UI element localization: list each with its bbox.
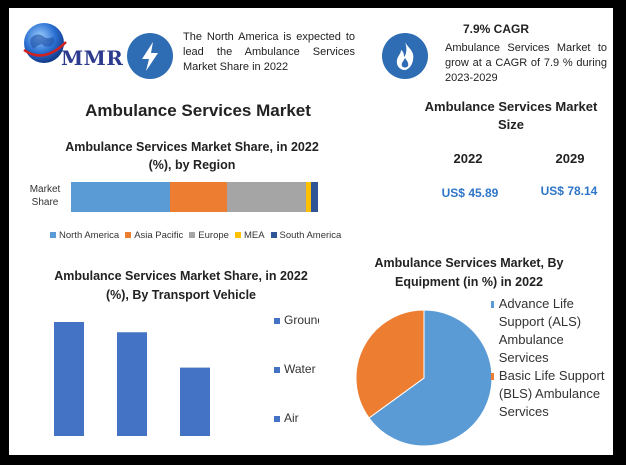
legend-swatch-south-america (270, 232, 277, 238)
bar-segment-south-america (310, 182, 318, 212)
cagr-title: 7.9% CAGR (463, 22, 530, 36)
legend-item-mea: MEA (234, 229, 265, 241)
legend-swatch-water (274, 367, 280, 373)
main-title: Ambulance Services Market (85, 101, 311, 120)
region-chart-title: Ambulance Services Market Share, in 2022… (65, 140, 319, 172)
bar-segment-asia-pacific (169, 182, 227, 212)
info-left-text: The North America is expected to lead th… (183, 31, 355, 73)
legend-item-bls: Basic Life Support (BLS) Ambulance Servi… (491, 367, 609, 421)
region-axis-label: Market Share (29, 184, 61, 208)
transport-chart: Ground Water Air (54, 313, 319, 436)
bar-segment-mea (305, 182, 311, 212)
equipment-legend: Advance Life Support (ALS) Ambulance Ser… (491, 295, 609, 421)
legend-swatch-europe (189, 232, 196, 238)
bar-ground (54, 322, 84, 436)
legend-label-als: Advance Life Support (ALS) Ambulance Ser… (498, 296, 582, 365)
region-stacked-bar (71, 182, 318, 212)
legend-label-north-america: North America (59, 229, 120, 241)
legend-swatch-als (491, 301, 494, 308)
market-size-value-2029: US$ 78.14 (540, 184, 598, 198)
pie-slice-bls (355, 309, 425, 419)
legend-label-europe: Europe (198, 229, 229, 241)
info-right-text: Ambulance Services Market to grow at a C… (445, 42, 607, 84)
legend-swatch-mea (234, 232, 241, 238)
legend-item-north-america: North America (50, 230, 119, 241)
pie-slice-als (368, 309, 493, 447)
legend-label-air: Air (284, 411, 299, 425)
legend-swatch-bls (491, 373, 494, 380)
transport-chart-title: Ambulance Services Market Share, in 2022… (54, 269, 308, 302)
logo-text: MMR (61, 46, 124, 70)
region-legend: North America Asia Pacific Europe MEA South … (50, 225, 370, 243)
market-size-title: Ambulance Services Market Size (424, 99, 598, 132)
bar-water (117, 332, 147, 436)
market-size-value-2022: US$ 45.89 (441, 186, 499, 200)
legend-swatch-asia-pacific (125, 232, 132, 238)
legend-swatch-air (274, 416, 280, 422)
bar-segment-north-america (71, 182, 170, 212)
legend-item-europe: Europe (189, 230, 229, 241)
legend-label-bls: Basic Life Support (BLS) Ambulance Servi… (498, 368, 605, 419)
legend-label-ground: Ground (284, 313, 319, 327)
equipment-pie-chart (355, 309, 493, 447)
flame-icon (382, 33, 428, 79)
legend-swatch-ground (274, 318, 280, 324)
legend-item-als: Advance Life Support (ALS) Ambulance Ser… (491, 295, 609, 367)
bar-segment-europe (226, 182, 306, 212)
market-size-year-2022: 2022 (453, 151, 483, 166)
legend-item-asia-pacific: Asia Pacific (125, 230, 183, 241)
legend-item-south-america: South America (270, 229, 342, 241)
lightning-bolt-icon (127, 33, 173, 79)
infographic-card: MMR The North America is expected to lea… (9, 8, 613, 455)
legend-label-water: Water (284, 362, 316, 376)
legend-label-mea: MEA (243, 229, 265, 241)
legend-swatch-north-america (50, 232, 56, 238)
equipment-chart-title: Ambulance Services Market, By Equipment … (374, 256, 564, 289)
legend-label-asia-pacific: Asia Pacific (134, 229, 184, 241)
legend-label-south-america: South America (279, 229, 342, 241)
globe-logo-icon (23, 23, 67, 63)
market-size-year-2029: 2029 (555, 151, 585, 166)
bar-air (180, 367, 210, 436)
